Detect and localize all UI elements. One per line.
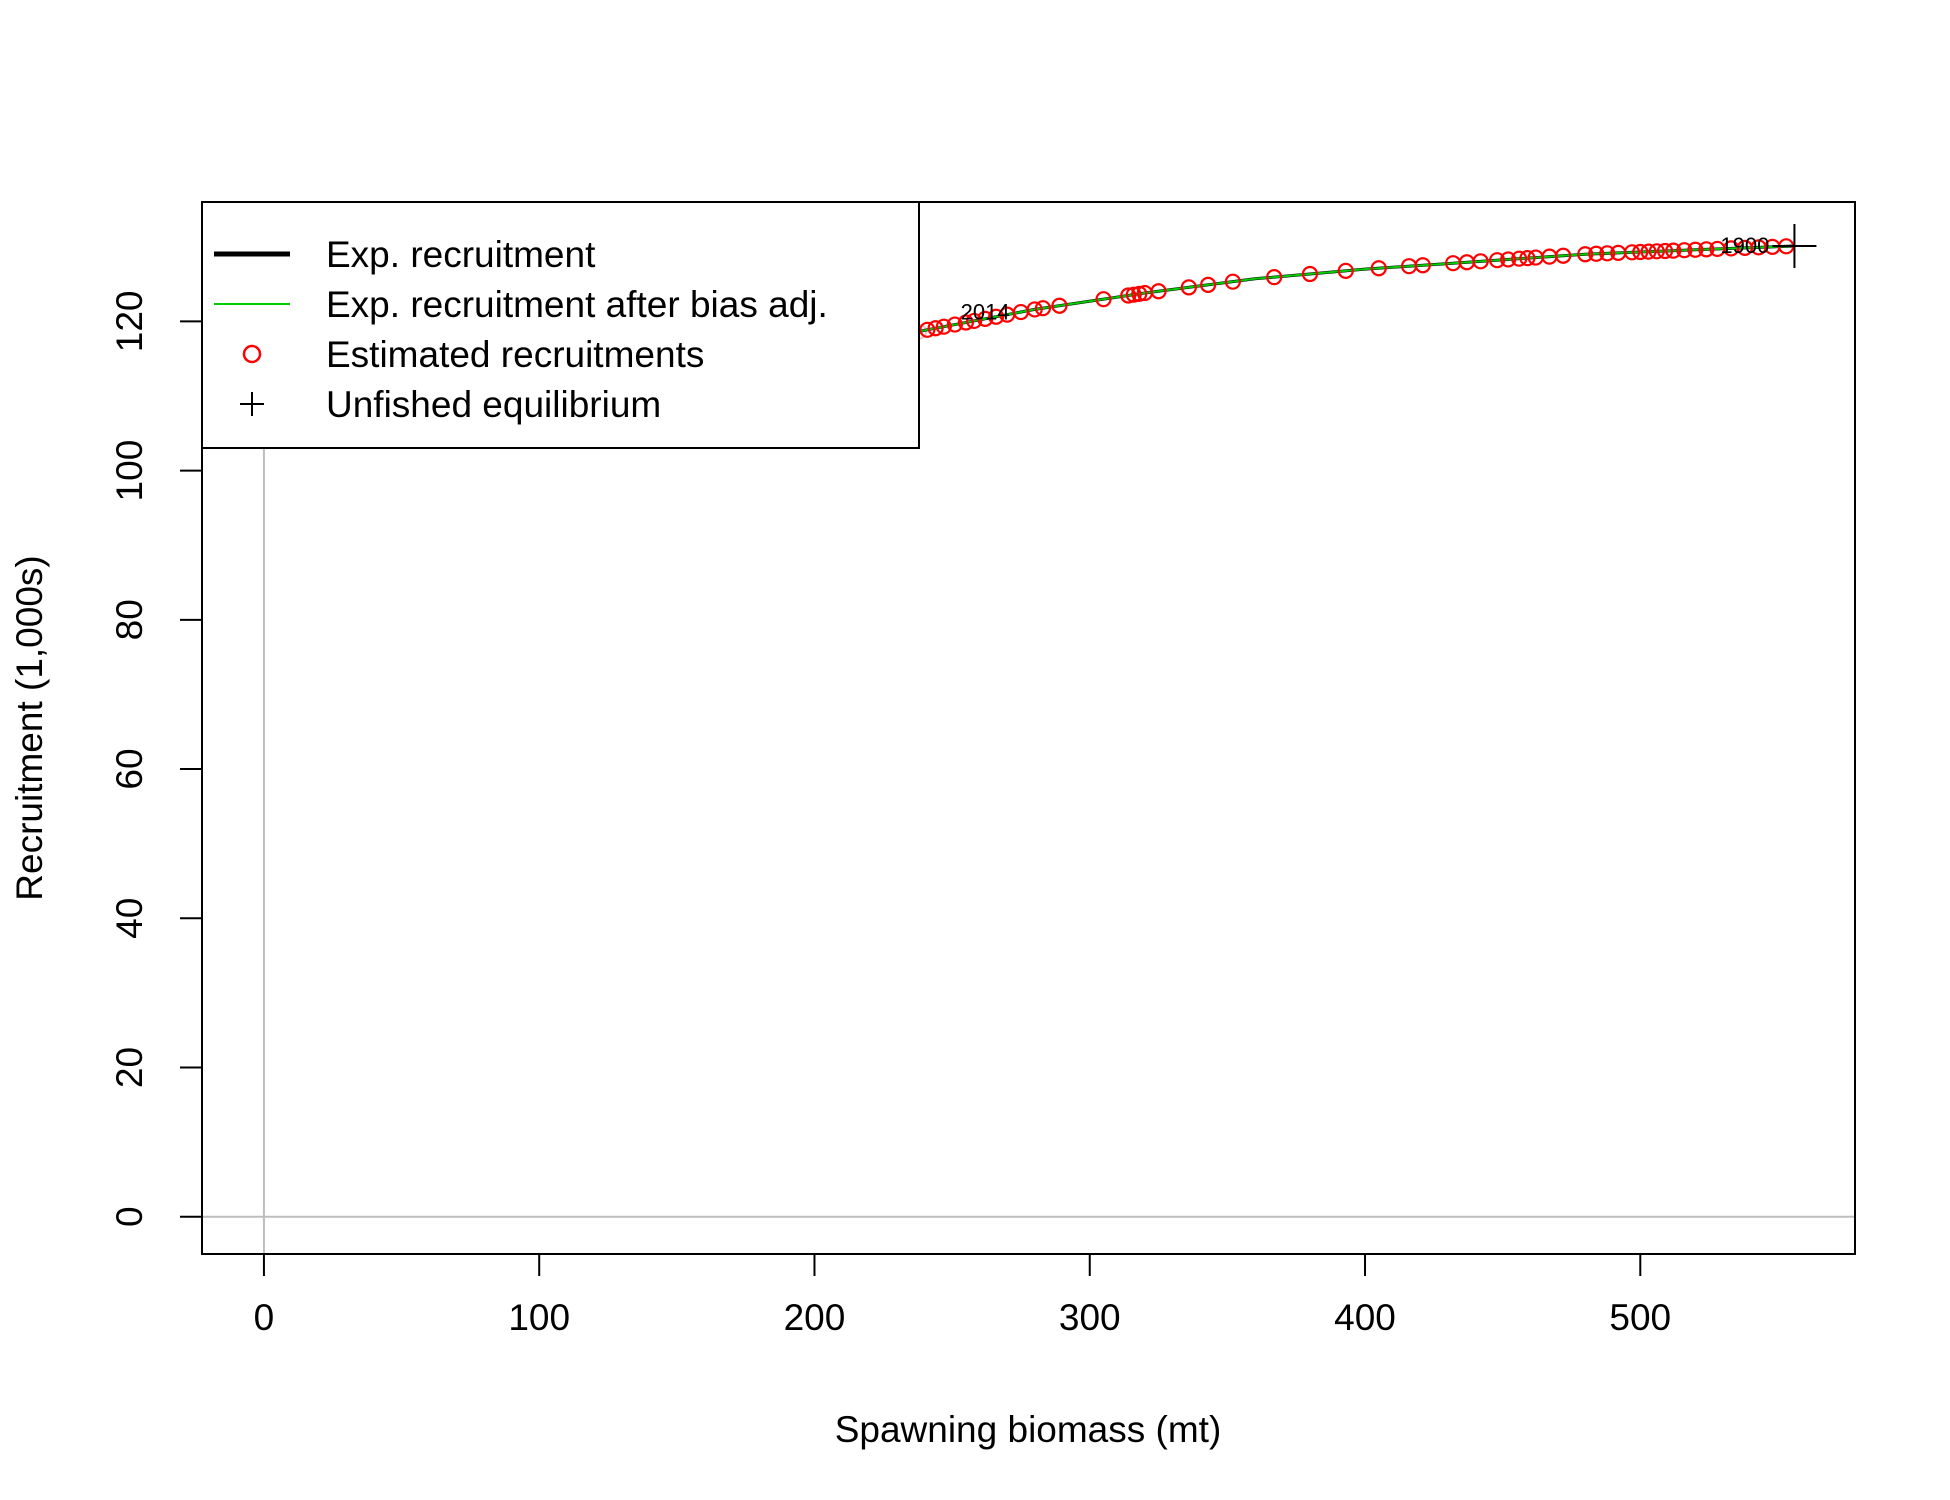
estimated-recruitment-point [1224,273,1241,290]
x-tick-label: 300 [1059,1297,1121,1338]
estimated-recruitment-point [1150,283,1167,300]
estimated-recruitment-point [1370,260,1387,277]
estimated-recruitment-point [946,316,963,333]
estimated-recruitment-point [1588,245,1605,262]
estimated-recruitment-point [1577,246,1594,263]
bias-adjusted-recruitment-line [811,245,1795,359]
estimated-recruitment-point [1489,252,1506,269]
estimated-recruitment-point [1180,279,1197,296]
estimated-recruitment-point [1676,242,1693,259]
estimated-recruitment-point [1500,251,1517,268]
estimated-recruitment-point [1131,285,1148,302]
estimated-recruitment-point [1095,291,1112,308]
legend-box [201,201,920,449]
estimated-recruitment-point [1301,265,1319,283]
x-tick-label: 400 [1334,1297,1396,1338]
year-labels: 1900 2014 [961,233,1770,324]
estimated-recruitment-point [1698,241,1715,258]
estimated-recruitment-point [1414,257,1431,274]
estimated-recruitment-point [1640,243,1657,260]
x-axis-label: Spawning biomass (mt) [835,1409,1222,1450]
estimated-recruitment-point [1511,250,1528,267]
estimated-recruitment-point [1337,262,1354,279]
estimated-recruitment-point [1623,244,1641,261]
legend-entry-label: Estimated recruitments [326,334,704,375]
estimated-recruitment-point [927,320,944,337]
estimated-recruitment-point [1266,269,1283,286]
year-label: 1900 [1720,233,1769,258]
estimated-recruitment-point [1656,242,1674,260]
x-tick-label: 0 [254,1297,275,1338]
estimated-recruitment-point [1648,243,1665,260]
x-tick-label: 100 [508,1297,570,1338]
estimated-recruitment-point [1687,241,1704,258]
y-tick-label: 100 [109,440,150,502]
legend-entry-label: Exp. recruitment [326,234,596,275]
legend-key-circle [242,344,262,364]
legend-entry-label: Unfished equilibrium [326,384,661,425]
y-tick-label: 40 [109,898,150,939]
estimated-recruitment-point [1026,301,1043,318]
y-tick-label: 0 [109,1206,150,1227]
legend: Exp. recruitment Exp. recruitment after b… [201,201,920,449]
y-tick-label: 120 [109,291,150,353]
legend-entry-label: Exp. recruitment after bias adj. [326,284,828,325]
y-axis: 0 20 40 60 80 100 120 [109,291,203,1227]
estimated-recruitment-point [1665,242,1682,259]
estimated-recruitment-points [919,238,1795,338]
y-axis-label: Recruitment (1,000s) [9,555,50,900]
estimated-recruitment-point [1051,297,1068,314]
estimated-recruitment-point [988,308,1005,325]
x-tick-label: 200 [784,1297,846,1338]
estimated-recruitment-point [966,312,983,330]
unfished-equilibrium-marker [1772,224,1817,269]
estimated-recruitment-point [1125,286,1142,303]
estimated-recruitment-point [935,318,952,335]
y-tick-label: 80 [109,599,150,640]
y-tick-label: 20 [109,1047,150,1088]
estimated-recruitment-point [1200,276,1217,293]
year-label: 2014 [961,299,1010,324]
estimated-recruitment-point [1632,243,1649,261]
estimated-recruitment-point [1519,250,1536,267]
estimated-recruitment-point [1599,245,1616,262]
estimated-recruitment-point [1120,287,1137,304]
estimated-recruitment-point [1555,247,1572,264]
estimated-recruitment-point [957,314,974,331]
estimated-recruitment-point [1034,300,1052,317]
estimated-recruitment-point [977,310,994,327]
estimated-recruitment-point [1472,253,1489,270]
estimated-recruitment-point [919,321,936,338]
x-tick-label: 500 [1609,1297,1671,1338]
y-tick-label: 60 [109,748,150,789]
x-axis: 0 100 200 300 400 500 [254,1253,1671,1338]
